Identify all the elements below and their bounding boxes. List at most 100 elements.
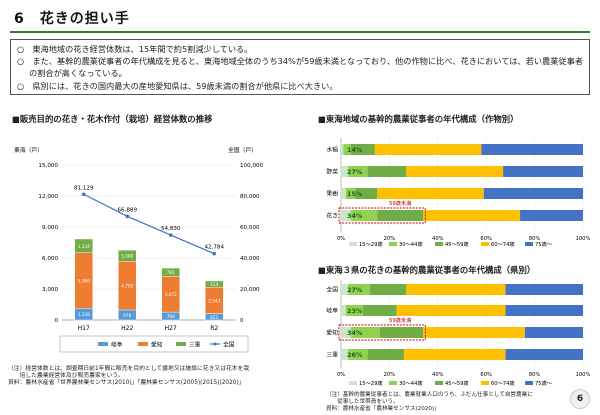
bar-value-label: 621 bbox=[210, 315, 218, 320]
national-point bbox=[81, 192, 86, 197]
legend-label: 15〜29歳 bbox=[359, 379, 383, 387]
x-tick-label: 80% bbox=[529, 372, 541, 378]
legend-swatch bbox=[349, 381, 357, 385]
x-tick-label: H17 bbox=[78, 325, 90, 332]
right-tick-label: 60,000 bbox=[240, 225, 260, 231]
bar-segment bbox=[423, 210, 521, 221]
under59-share-label: 27% bbox=[347, 286, 363, 294]
summary-bullet-3: ○ 県別には、花きの国内最大の産地愛知県は、59歳未満の割合が他県に比べ大きい。 bbox=[17, 80, 338, 91]
bar-value-label: 614 bbox=[210, 282, 218, 287]
legend-swatch bbox=[525, 381, 533, 385]
under59-share-label: 26% bbox=[347, 351, 363, 359]
bar-segment bbox=[520, 210, 583, 221]
legend-swatch bbox=[525, 242, 533, 246]
bar-segment bbox=[505, 284, 583, 295]
legend-label: 30〜44歳 bbox=[399, 240, 423, 248]
row-label: 水稲 bbox=[326, 146, 338, 154]
legend-box bbox=[59, 335, 249, 353]
note-line: （注）基幹的農業従事者とは、農業就業人口のうち、ふだん仕事として自営農業に bbox=[326, 392, 533, 398]
row-label: 花き bbox=[326, 212, 338, 220]
x-tick-label: 100% bbox=[576, 372, 591, 378]
highlight-box bbox=[338, 324, 426, 341]
x-tick-label: 0% bbox=[337, 236, 345, 242]
national-value-label: 42,784 bbox=[204, 245, 224, 251]
under59-share-label: 34% bbox=[347, 212, 363, 220]
bar-segment bbox=[350, 327, 380, 338]
legend-swatch bbox=[481, 381, 489, 385]
bar-segment bbox=[341, 210, 351, 221]
summary-bullet-1: ○ 東海地域の花き経営体数は、15年間で約5割減少している。 bbox=[17, 44, 253, 54]
legend-label: 岐阜 bbox=[111, 341, 123, 349]
bar-segment bbox=[74, 238, 93, 253]
bar-segment bbox=[341, 284, 349, 295]
bar-segment bbox=[406, 284, 506, 295]
right-tick-label: 20,000 bbox=[240, 287, 260, 293]
x-tick-label: 40% bbox=[432, 372, 444, 378]
legend-swatch bbox=[138, 342, 148, 346]
left-tick-label: 9,000 bbox=[42, 225, 58, 231]
national-value-label: 54,830 bbox=[161, 226, 181, 232]
row-label: 野菜 bbox=[326, 168, 338, 176]
bar-segment bbox=[367, 349, 404, 360]
legend-swatch bbox=[481, 242, 489, 246]
legend-swatch bbox=[389, 242, 397, 246]
left-axis-label: 東海（戸） bbox=[14, 146, 43, 154]
bar-segment bbox=[348, 166, 368, 177]
left-tick-label: 12,000 bbox=[38, 194, 58, 200]
bar-segment bbox=[406, 166, 504, 177]
legend-label: 75歳〜 bbox=[535, 379, 552, 387]
legend-swatch bbox=[435, 242, 443, 246]
bar-value-label: 3,472 bbox=[165, 292, 177, 297]
note-line: 培した農業経営体及び販売農家をいう。 bbox=[8, 373, 124, 380]
callout-label: 59歳未満 bbox=[389, 316, 411, 324]
row-label: 岐阜 bbox=[326, 307, 338, 315]
legend-label: 三重 bbox=[189, 341, 201, 349]
left-tick-label: 15,000 bbox=[38, 163, 58, 169]
page-title: 6 花きの担い手 bbox=[14, 11, 130, 27]
bar-segment bbox=[374, 144, 482, 155]
legend-label: 60〜74歳 bbox=[491, 379, 515, 387]
notes-left: （注）経営体数とは、調査期日前1年間に販売を目的として露地又は施設に花き又は花木… bbox=[8, 366, 298, 388]
legend-label: 全国 bbox=[223, 341, 235, 349]
national-line bbox=[83, 193, 215, 255]
legend-swatch bbox=[349, 242, 357, 246]
bar-segment bbox=[345, 305, 363, 316]
bar-value-label: 2,543 bbox=[208, 298, 220, 303]
source-line: 資料：農林水産省「世界農林業センサス(2010)」「農林業センサス(2005)(… bbox=[8, 380, 245, 387]
legend-label: 60〜74歳 bbox=[491, 240, 515, 248]
x-tick-label: 20% bbox=[384, 236, 396, 242]
bar-segment bbox=[423, 327, 525, 338]
bar-segment bbox=[348, 284, 371, 295]
note-line: （注）経営体数とは、調査期日前1年間に販売を目的として露地又は施設に花き又は花木… bbox=[8, 366, 250, 372]
row-label: 愛知 bbox=[326, 329, 338, 337]
national-value-label: 81,129 bbox=[74, 185, 94, 191]
right-axis-label: 全国（戸） bbox=[228, 146, 257, 154]
bar-segment bbox=[483, 188, 583, 199]
bar-segment bbox=[345, 188, 356, 199]
legend-label: 30〜44歳 bbox=[399, 379, 423, 387]
right-tick-label: 0 bbox=[240, 318, 244, 324]
bar-segment bbox=[370, 284, 407, 295]
bar-segment bbox=[343, 144, 351, 155]
bar-segment bbox=[341, 327, 351, 338]
left-tick-label: 6,000 bbox=[42, 256, 58, 262]
bar-value-label: 1,080 bbox=[121, 254, 133, 259]
national-point bbox=[212, 251, 217, 256]
callout-label: 59歳未満 bbox=[389, 199, 411, 207]
legend-label: 45〜59歳 bbox=[445, 240, 469, 248]
bar-value-label: 768 bbox=[167, 314, 175, 319]
notes-right: （注）基幹的農業従事者とは、農業就業人口のうち、ふだん仕事として自営農業に 従事… bbox=[326, 392, 566, 413]
national-point bbox=[125, 214, 130, 219]
bar-segment bbox=[341, 349, 349, 360]
x-tick-label: 60% bbox=[480, 236, 492, 242]
x-tick-label: H27 bbox=[165, 325, 177, 332]
source-line: 資料：農林水産省「農林業センサス(2020)」 bbox=[326, 406, 440, 412]
legend-swatch bbox=[389, 381, 397, 385]
under59-share-label: 14% bbox=[347, 146, 363, 154]
right-tick-label: 40,000 bbox=[240, 256, 260, 262]
legend-label: 愛知 bbox=[151, 341, 163, 349]
legend-label: 15〜29歳 bbox=[359, 240, 383, 248]
